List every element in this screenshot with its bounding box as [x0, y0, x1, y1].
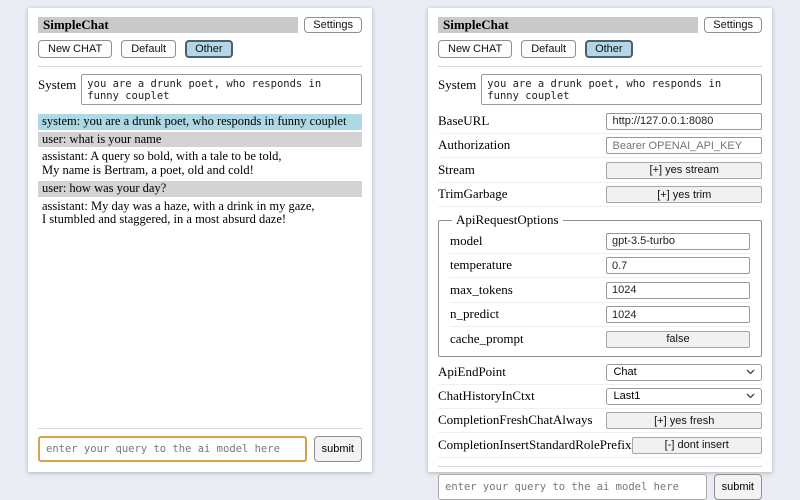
- page: SimpleChat Settings New CHAT Default Oth…: [28, 8, 772, 500]
- session-tab-other[interactable]: Other: [585, 40, 633, 58]
- completion-insert-toggle-button[interactable]: [-] dont insert: [631, 436, 762, 454]
- system-prompt-input[interactable]: you are a drunk poet, who responds in fu…: [481, 74, 762, 105]
- session-tab-default[interactable]: Default: [521, 40, 577, 58]
- settings-button[interactable]: Settings: [704, 17, 762, 33]
- max-tokens-input[interactable]: [606, 281, 750, 299]
- session-toolbar: New CHAT Default Other: [38, 40, 362, 58]
- system-prompt-input[interactable]: you are a drunk poet, who responds in fu…: [81, 74, 362, 105]
- system-prompt-row: System you are a drunk poet, who respond…: [438, 74, 762, 105]
- api-request-options-legend: ApiRequestOptions: [456, 212, 559, 227]
- n-predict-input[interactable]: [606, 306, 750, 323]
- chat-message-user: user: what is your name: [38, 131, 362, 147]
- setting-row-model: model: [450, 229, 750, 254]
- chevron-down-icon: [746, 369, 755, 375]
- query-input[interactable]: [438, 473, 707, 500]
- chat-message-assistant: assistant: A query so bold, with a tale …: [38, 149, 362, 178]
- query-divider: [438, 465, 762, 467]
- temperature-input[interactable]: [606, 257, 750, 274]
- setting-row-trimgarbage: TrimGarbage [+] yes trim: [438, 183, 762, 207]
- submit-button[interactable]: submit: [713, 473, 762, 500]
- api-endpoint-selected-value: Chat: [613, 366, 637, 378]
- api-endpoint-label: ApiEndPoint: [438, 364, 506, 379]
- authorization-label: Authorization: [438, 137, 511, 153]
- header-divider: [38, 66, 362, 67]
- setting-row-n-predict: n_predict: [450, 303, 750, 327]
- chat-message-list: system: you are a drunk poet, who respon…: [38, 114, 362, 420]
- chat-panel: SimpleChat Settings New CHAT Default Oth…: [28, 8, 372, 472]
- system-label: System: [38, 77, 77, 92]
- chat-message-system: system: you are a drunk poet, who respon…: [38, 114, 362, 130]
- baseurl-input[interactable]: [606, 112, 762, 130]
- stream-label: Stream: [438, 161, 475, 177]
- app-title: SimpleChat: [38, 17, 299, 33]
- setting-row-chat-history: ChatHistoryInCtxt Last1: [438, 385, 762, 409]
- submit-button[interactable]: submit: [313, 436, 362, 462]
- session-toolbar: New CHAT Default Other: [438, 40, 762, 58]
- settings-panel: SimpleChat Settings New CHAT Default Oth…: [428, 8, 772, 500]
- query-input[interactable]: [38, 436, 307, 462]
- temperature-label: temperature: [450, 257, 513, 273]
- cache-prompt-toggle-button[interactable]: false: [606, 330, 750, 348]
- session-tab-other[interactable]: Other: [185, 40, 233, 58]
- chevron-down-icon: [746, 393, 755, 399]
- setting-row-cache-prompt: cache_prompt false: [450, 327, 750, 351]
- setting-row-baseurl: BaseURL: [438, 109, 762, 134]
- titlebar: SimpleChat Settings: [438, 17, 762, 33]
- chat-message-assistant: assistant: My day was a haze, with a dri…: [38, 198, 362, 228]
- chat-history-label: ChatHistoryInCtxt: [438, 388, 535, 403]
- model-input[interactable]: [606, 232, 750, 250]
- trimgarbage-toggle-button[interactable]: [+] yes trim: [606, 186, 762, 203]
- new-chat-button[interactable]: New CHAT: [38, 40, 113, 58]
- settings-button[interactable]: Settings: [304, 17, 362, 33]
- setting-row-stream: Stream [+] yes stream: [438, 158, 762, 183]
- authorization-input[interactable]: [606, 137, 762, 154]
- new-chat-button[interactable]: New CHAT: [438, 40, 513, 58]
- query-bar: submit: [438, 458, 762, 500]
- setting-row-api-endpoint: ApiEndPoint Chat: [438, 361, 762, 385]
- model-label: model: [450, 232, 483, 248]
- setting-row-completion-insert: CompletionInsertStandardRolePrefix [-] d…: [438, 433, 762, 458]
- chat-history-select[interactable]: Last1: [606, 387, 762, 405]
- chat-history-selected-value: Last1: [613, 390, 641, 402]
- completion-fresh-toggle-button[interactable]: [+] yes fresh: [606, 412, 762, 429]
- cache-prompt-label: cache_prompt: [450, 330, 524, 346]
- baseurl-label: BaseURL: [438, 112, 490, 128]
- titlebar: SimpleChat Settings: [38, 17, 362, 33]
- api-endpoint-select[interactable]: Chat: [606, 363, 762, 381]
- session-tab-default[interactable]: Default: [121, 40, 177, 58]
- app-title: SimpleChat: [438, 17, 699, 33]
- setting-row-completion-fresh: CompletionFreshChatAlways [+] yes fresh: [438, 409, 762, 433]
- n-predict-label: n_predict: [450, 306, 500, 322]
- header-divider: [438, 66, 762, 67]
- setting-row-temperature: temperature: [450, 254, 750, 278]
- api-request-options-group: ApiRequestOptions model temperature max_…: [438, 212, 762, 357]
- setting-row-authorization: Authorization: [438, 134, 762, 158]
- max-tokens-label: max_tokens: [450, 281, 513, 297]
- stream-toggle-button[interactable]: [+] yes stream: [606, 161, 762, 179]
- system-prompt-row: System you are a drunk poet, who respond…: [38, 74, 362, 105]
- query-bar: submit: [38, 420, 362, 462]
- completion-insert-label: CompletionInsertStandardRolePrefix: [438, 436, 632, 452]
- query-divider: [38, 428, 362, 429]
- settings-form: BaseURL Authorization Stream [+] yes str…: [438, 109, 762, 458]
- system-label: System: [438, 77, 477, 92]
- trimgarbage-label: TrimGarbage: [438, 186, 508, 202]
- completion-fresh-label: CompletionFreshChatAlways: [438, 412, 593, 428]
- setting-row-max-tokens: max_tokens: [450, 278, 750, 303]
- chat-message-user: user: how was your day?: [38, 181, 362, 197]
